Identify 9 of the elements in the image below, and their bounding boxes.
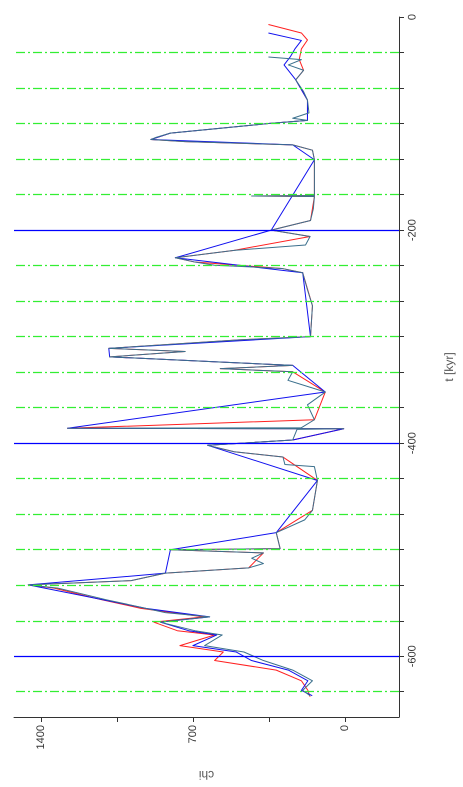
y-tick-label: -400 xyxy=(406,432,418,454)
x-tick-label: 1400 xyxy=(35,725,48,750)
y-tick-label: 0 xyxy=(406,14,418,20)
y-axis-title: t [kyr] xyxy=(442,352,456,382)
x-tick-label: 700 xyxy=(186,725,199,744)
x-tick-label: 0 xyxy=(338,725,351,732)
y-tick-label: -200 xyxy=(406,219,418,242)
x-axis-title: chi xyxy=(198,768,214,782)
y-tick-label: -600 xyxy=(406,645,418,668)
